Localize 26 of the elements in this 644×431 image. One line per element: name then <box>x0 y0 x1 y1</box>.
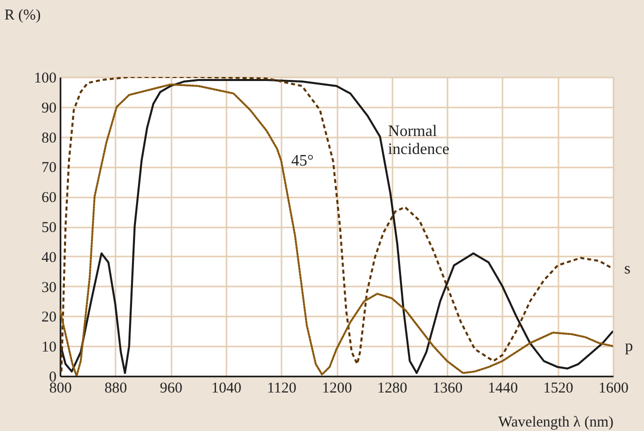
annotation: 45° <box>291 152 314 170</box>
y-tick-label: 10 <box>42 340 56 356</box>
y-tick-label: 30 <box>42 280 56 296</box>
x-axis-title: Wavelength λ (nm) <box>498 414 614 430</box>
series-label: s <box>624 260 631 278</box>
series-label: Normal incidence <box>388 122 450 158</box>
x-tick-label: 1600 <box>598 380 628 396</box>
x-tick-label: 1280 <box>377 380 408 396</box>
x-tick-label: 1040 <box>211 380 242 396</box>
y-tick-label: 90 <box>42 100 56 116</box>
y-tick-label: 70 <box>42 160 56 176</box>
y-tick-label: 40 <box>42 250 56 266</box>
y-axis-title: R (%) <box>4 8 41 24</box>
series-label: p <box>625 338 633 356</box>
x-tick-label: 1120 <box>266 380 296 396</box>
x-tick-label: 1200 <box>322 380 352 396</box>
x-tick-label: 1520 <box>543 380 574 396</box>
x-tick-label: 1360 <box>432 380 463 396</box>
y-tick-label: 60 <box>42 190 56 206</box>
y-tick-label: 80 <box>42 130 56 146</box>
y-tick-label: 50 <box>42 220 56 236</box>
x-tick-label: 960 <box>160 380 182 396</box>
x-tick-label: 1440 <box>488 380 518 396</box>
y-tick-label: 20 <box>42 310 56 326</box>
y-tick-label: 100 <box>34 70 56 86</box>
x-tick-label: 880 <box>104 380 128 396</box>
